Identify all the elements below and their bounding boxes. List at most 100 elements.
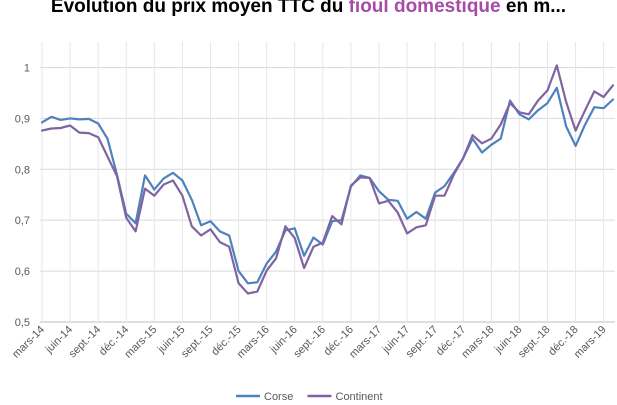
data-point bbox=[481, 151, 483, 153]
data-point bbox=[78, 132, 80, 134]
data-point bbox=[546, 89, 548, 91]
data-point bbox=[593, 106, 595, 108]
data-point bbox=[481, 142, 483, 144]
data-point bbox=[219, 241, 221, 243]
data-point bbox=[397, 211, 399, 213]
data-point bbox=[331, 215, 333, 217]
data-point bbox=[537, 99, 539, 101]
data-point bbox=[500, 123, 502, 125]
data-point bbox=[144, 188, 146, 190]
data-point bbox=[434, 192, 436, 194]
data-point bbox=[181, 195, 183, 197]
data-point bbox=[406, 218, 408, 220]
data-point bbox=[584, 124, 586, 126]
data-point bbox=[490, 144, 492, 146]
data-point bbox=[556, 64, 558, 66]
chart-title: Évolution du prix moyen TTC du fioul dom… bbox=[0, 0, 617, 18]
data-point bbox=[574, 145, 576, 147]
data-point bbox=[228, 234, 230, 236]
data-point bbox=[209, 220, 211, 222]
data-point bbox=[209, 228, 211, 230]
data-point bbox=[340, 223, 342, 225]
data-point bbox=[612, 84, 614, 86]
y-tick-label: 0,5 bbox=[15, 317, 30, 329]
data-point bbox=[106, 138, 108, 140]
data-point bbox=[397, 200, 399, 202]
data-point bbox=[191, 225, 193, 227]
data-point bbox=[378, 202, 380, 204]
series-continent bbox=[40, 64, 615, 295]
data-point bbox=[266, 262, 268, 264]
data-point bbox=[60, 119, 62, 121]
data-point bbox=[518, 111, 520, 113]
data-point bbox=[60, 127, 62, 129]
y-tick-label: 0,7 bbox=[15, 215, 30, 227]
data-point bbox=[312, 236, 314, 238]
data-point bbox=[322, 241, 324, 243]
data-point bbox=[191, 199, 193, 201]
data-point bbox=[294, 227, 296, 229]
data-point bbox=[50, 116, 52, 118]
data-point bbox=[556, 87, 558, 89]
data-point bbox=[378, 190, 380, 192]
data-point bbox=[41, 121, 43, 123]
series-corse bbox=[40, 86, 615, 285]
data-point bbox=[603, 96, 605, 98]
data-point bbox=[443, 195, 445, 197]
data-point bbox=[612, 98, 614, 100]
data-point bbox=[97, 122, 99, 124]
data-point bbox=[275, 257, 277, 259]
y-tick-label: 0,6 bbox=[15, 266, 30, 278]
data-point bbox=[387, 200, 389, 202]
data-point bbox=[500, 138, 502, 140]
data-point bbox=[462, 157, 464, 159]
series-line bbox=[40, 86, 615, 285]
data-point bbox=[312, 246, 314, 248]
chart-title-highlight: fioul domestique bbox=[348, 0, 501, 17]
data-point bbox=[88, 132, 90, 134]
data-point bbox=[97, 136, 99, 138]
data-point bbox=[172, 172, 174, 174]
data-point bbox=[200, 224, 202, 226]
data-point bbox=[303, 255, 305, 257]
data-point bbox=[415, 211, 417, 213]
data-point bbox=[153, 189, 155, 191]
data-point bbox=[359, 174, 361, 176]
data-point bbox=[181, 179, 183, 181]
data-point bbox=[228, 246, 230, 248]
data-point bbox=[565, 125, 567, 127]
data-point bbox=[593, 90, 595, 92]
data-point bbox=[200, 234, 202, 236]
data-point bbox=[303, 267, 305, 269]
series-line bbox=[40, 64, 615, 295]
data-point bbox=[163, 183, 165, 185]
chart-title-prefix: Évolution du prix moyen TTC du bbox=[50, 0, 349, 17]
data-point bbox=[406, 232, 408, 234]
data-point bbox=[509, 99, 511, 101]
y-tick-label: 0,9 bbox=[15, 113, 30, 125]
data-point bbox=[603, 107, 605, 109]
data-point bbox=[546, 102, 548, 104]
data-point bbox=[266, 269, 268, 271]
data-point bbox=[528, 113, 530, 115]
data-point bbox=[172, 179, 174, 181]
data-point bbox=[78, 118, 80, 120]
data-point bbox=[294, 237, 296, 239]
data-point bbox=[50, 127, 52, 129]
data-point bbox=[153, 195, 155, 197]
data-point bbox=[584, 110, 586, 112]
data-point bbox=[453, 173, 455, 175]
data-point bbox=[425, 224, 427, 226]
y-tick-label: 0,8 bbox=[15, 164, 30, 176]
data-point bbox=[537, 109, 539, 111]
data-point bbox=[350, 184, 352, 186]
data-point bbox=[284, 225, 286, 227]
legend: Corse Continent bbox=[236, 391, 383, 403]
data-point bbox=[490, 138, 492, 140]
data-point bbox=[69, 124, 71, 126]
data-point bbox=[219, 230, 221, 232]
data-point bbox=[574, 129, 576, 131]
data-point bbox=[41, 129, 43, 131]
data-point bbox=[443, 185, 445, 187]
